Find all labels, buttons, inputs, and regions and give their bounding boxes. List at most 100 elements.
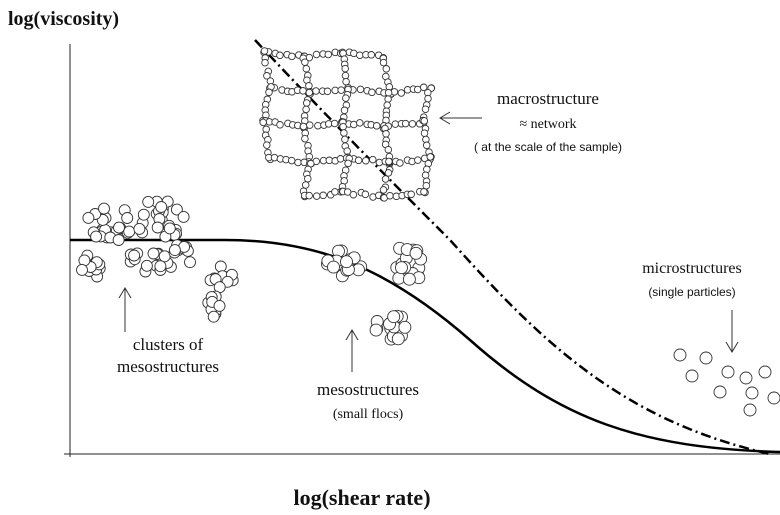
particle [276,121,284,129]
particle [379,186,388,194]
particle [396,159,404,167]
label: macrostructure [497,89,599,108]
particle [128,249,141,262]
particle [123,225,136,238]
particle [137,208,150,221]
particle [151,221,164,234]
particle [155,201,168,213]
particle [407,190,415,199]
particle [391,120,400,128]
arrow [118,287,132,332]
particle [214,260,227,273]
particle [362,156,370,165]
particle [422,141,431,150]
particle [349,190,358,199]
label: mesostructures [317,380,419,399]
particle [331,188,339,196]
particle [340,255,353,269]
particle [423,165,431,174]
particle [368,88,376,97]
particle [421,171,430,179]
particle [699,351,713,365]
particle [341,135,349,144]
particle [409,246,423,260]
particle [306,121,314,129]
particle [299,122,308,131]
particle [319,191,327,200]
particle [344,159,352,168]
y-axis-label: log(viscosity) [8,8,119,30]
particle [154,260,167,273]
particle [90,230,103,243]
particle [356,51,364,59]
particle [384,145,393,154]
label: (small flocs) [333,407,404,422]
particle [305,88,314,97]
particle [361,190,370,199]
particle [356,119,364,127]
particle [385,157,393,166]
particle [259,118,267,127]
particle [384,95,392,103]
particle [301,134,309,143]
particle [294,158,302,167]
particle [398,320,412,334]
particle [184,256,196,269]
particle [382,130,390,138]
particle [369,155,377,164]
particle [673,348,687,362]
particle [402,272,416,286]
particle [276,51,284,60]
particle [82,211,95,224]
particle [379,58,388,67]
particle [177,210,190,223]
label: (single particles) [648,285,735,299]
particle [98,202,110,215]
particle [312,192,321,200]
particle [324,50,333,59]
particle [422,181,431,190]
particle [743,403,757,417]
particle [340,129,348,137]
particle [383,101,391,109]
arrows [118,111,739,372]
particle [408,120,417,128]
particle [341,64,349,73]
dashed-curve [254,39,771,456]
particle-clusters [76,195,780,417]
particle [301,58,309,66]
particle [420,188,428,196]
particle [76,263,88,276]
particle [767,391,780,405]
particle [327,260,340,274]
particle [158,250,171,263]
particle [168,244,181,257]
label: mesostructures [117,357,219,376]
particle [302,105,310,114]
particle [397,89,406,97]
particle [356,85,365,94]
particle [341,71,350,80]
particle [739,371,753,385]
label: ≈ network [519,117,576,132]
particle [685,369,699,383]
particle [323,87,332,96]
particle [426,153,435,161]
label: clusters of [133,335,204,354]
particle [420,129,429,137]
particle [395,261,408,275]
particle [140,259,153,272]
particle [207,310,220,323]
particle [721,365,735,379]
particle [713,385,727,399]
particle [299,87,307,95]
particle [340,106,349,115]
particle [121,212,134,224]
particle [381,175,390,183]
particle [304,174,312,183]
particle [414,156,422,164]
particle [392,271,406,285]
particle [302,99,311,107]
solid-curve [70,238,780,454]
arrow [725,310,739,353]
